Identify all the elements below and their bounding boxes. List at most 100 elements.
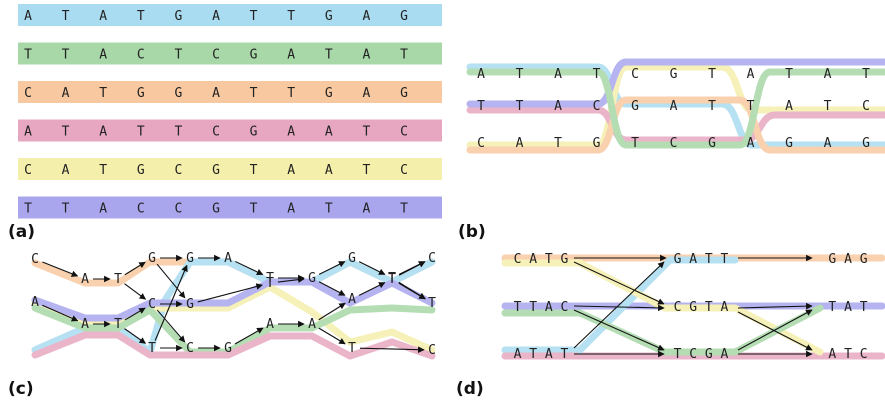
graph-edge-arrow: [318, 327, 346, 345]
panel-a: A T A T G A T T G A G T T A C T C G A T A T C A T G G A T T G A G A T A T T C G…: [18, 4, 442, 219]
sequence-letter: T: [516, 67, 524, 82]
sequence-letter: A: [287, 48, 295, 63]
graph-node: G: [348, 251, 356, 266]
graph-edge-arrow: [124, 283, 147, 300]
arrow-d: [573, 304, 665, 312]
kmer-label: C A T G: [514, 252, 569, 267]
sequence-letter: A: [362, 86, 370, 101]
sequence-letter: T: [287, 86, 295, 101]
ribbon-pink: [466, 106, 885, 144]
graph-edge-arrow: [124, 261, 146, 276]
graph-edge-arrow: [318, 302, 346, 321]
graph-edge-arrow: [154, 264, 188, 341]
graph-node: C: [428, 343, 436, 358]
sequence-letter: T: [708, 67, 716, 82]
sequence-letter: A: [99, 202, 107, 217]
sequence-letter: T: [287, 9, 295, 24]
sequence-letter: C: [631, 67, 639, 82]
sequence-letter: G: [325, 86, 333, 101]
graph-node: G: [224, 341, 232, 356]
sequence-letter: A: [785, 99, 793, 114]
graph-node: T: [266, 276, 274, 291]
sequence-letter: T: [174, 125, 182, 140]
panel-b-label: (b): [458, 222, 486, 242]
graph-edge-arrow: [277, 276, 305, 283]
sequence-letter: G: [785, 136, 793, 151]
graph-edge-arrow: [234, 327, 264, 345]
graph-node: T: [428, 296, 436, 311]
sequence-letter: G: [862, 136, 870, 151]
graph-node: C: [148, 297, 156, 312]
sequence-letter: A: [99, 48, 107, 63]
graph-edge-arrow: [234, 260, 264, 276]
sequence-row-bar: [18, 81, 442, 103]
ribbon-green: [466, 68, 885, 149]
sequence-letter: T: [325, 48, 333, 63]
sequence-letter: T: [174, 48, 182, 63]
graph-edge-arrow: [156, 309, 186, 343]
sequence-letter: G: [593, 136, 601, 151]
graph-edge-arrow: [156, 263, 186, 299]
sequence-letter: T: [593, 67, 601, 82]
ribbon-purple: [466, 58, 885, 108]
sequence-letter: T: [62, 48, 70, 63]
graph-node: C: [31, 252, 39, 267]
sequence-letter: A: [325, 163, 333, 178]
sequence-letter: T: [747, 99, 755, 114]
sequence-letter: T: [24, 48, 32, 63]
sequence-letter: T: [250, 86, 258, 101]
panel-b: A T A T C G T A T A T T T A C G A T T A T C C A T G T C G A G A G: [466, 58, 885, 154]
kmer-label: C G T A: [674, 300, 729, 315]
sequence-letter: T: [708, 99, 716, 114]
graph-node: T: [266, 271, 274, 286]
sequence-letter: A: [24, 9, 32, 24]
arrow-d: [737, 309, 813, 351]
sequence-letter: A: [62, 86, 70, 101]
graph-edge-arrow: [358, 261, 386, 275]
sequence-letter: G: [670, 67, 678, 82]
kmer-label: A T A T: [514, 347, 569, 362]
ribbon-d-cross-green: [576, 304, 824, 356]
sequence-row-bar: [18, 4, 442, 26]
sequence-letter: C: [862, 99, 870, 114]
sequence-letter: G: [400, 9, 408, 24]
sequence-letter: A: [362, 202, 370, 217]
graph-node: A: [81, 272, 89, 287]
sequence-letter: C: [212, 125, 220, 140]
sequence-letter: C: [174, 202, 182, 217]
sequence-letter: A: [99, 125, 107, 140]
sequence-letter: C: [212, 48, 220, 63]
sequence-letter: A: [212, 9, 220, 24]
graph-node: C: [186, 341, 194, 356]
sequence-letter: A: [477, 67, 485, 82]
sequence-letter: T: [250, 202, 258, 217]
sequence-letter: T: [250, 163, 258, 178]
sequence-letter: A: [554, 67, 562, 82]
sequence-letter: A: [824, 136, 832, 151]
graph-node: A: [81, 317, 89, 332]
sequence-letter: A: [747, 67, 755, 82]
kmer-label: T C G A: [674, 347, 729, 362]
sequence-letter: T: [862, 67, 870, 82]
panel-d-label: (d): [456, 379, 484, 399]
graph-node: G: [186, 251, 194, 266]
sequence-letter: C: [24, 163, 32, 178]
panel-d: C A T G G A T T G A G T T A C C G T A T A T A …: [501, 252, 885, 362]
graph-edge-arrow: [197, 283, 263, 303]
sequence-letter: T: [477, 99, 485, 114]
sequence-letter: C: [400, 163, 408, 178]
graph-node: T: [388, 272, 396, 287]
sequence-letter: T: [62, 9, 70, 24]
kmer-label: G A G: [828, 252, 867, 267]
sequence-letter: G: [250, 125, 258, 140]
sequence-letter: A: [287, 125, 295, 140]
ribbon-c-pink: [31, 331, 436, 360]
sequence-letter: T: [362, 125, 370, 140]
sequence-letter: T: [400, 202, 408, 217]
graph-node: G: [148, 251, 156, 266]
arrow-d: [573, 261, 665, 349]
sequence-letter: C: [174, 163, 182, 178]
sequence-letter: T: [554, 136, 562, 151]
